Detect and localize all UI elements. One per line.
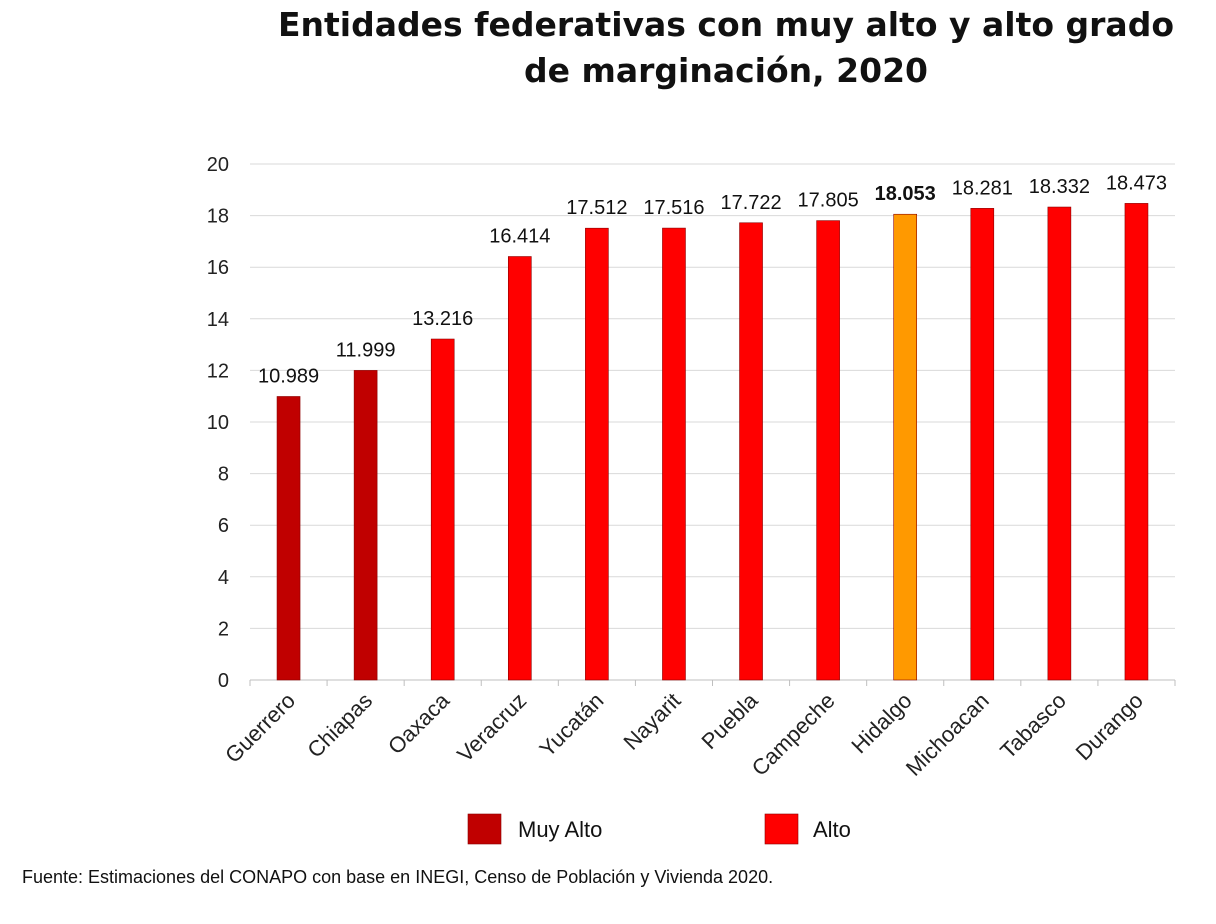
data-label: 10.989 bbox=[258, 365, 319, 387]
bar bbox=[662, 227, 686, 681]
y-tick-label: 8 bbox=[218, 464, 229, 486]
chart-title-line-1: Entidades federativas con muy alto y alt… bbox=[277, 5, 1174, 44]
x-tick-label: Nayarit bbox=[619, 688, 686, 755]
data-label: 17.512 bbox=[566, 197, 627, 219]
y-tick-label: 2 bbox=[218, 618, 229, 640]
legend-label: Alto bbox=[813, 817, 851, 842]
y-tick-label: 10 bbox=[207, 412, 229, 434]
bar bbox=[739, 222, 763, 681]
bar bbox=[276, 396, 301, 681]
data-label: 18.053 bbox=[875, 183, 936, 205]
data-label: 13.216 bbox=[412, 308, 473, 330]
data-label: 17.805 bbox=[798, 190, 859, 212]
bar bbox=[970, 208, 995, 681]
source-note: Fuente: Estimaciones del CONAPO con base… bbox=[22, 867, 774, 887]
x-tick-label: Oaxaca bbox=[383, 687, 455, 759]
legend-label: Muy Alto bbox=[518, 817, 602, 842]
data-label: 18.473 bbox=[1106, 172, 1167, 194]
chart-title: Entidades federativas con muy alto y alt… bbox=[226, 2, 1216, 94]
data-label: 18.281 bbox=[952, 177, 1013, 199]
x-tick-label: Chiapas bbox=[302, 688, 377, 763]
y-tick-label: 6 bbox=[218, 515, 229, 537]
legend-swatch bbox=[764, 813, 799, 845]
chart-title-line-2: de marginación, 2020 bbox=[523, 51, 929, 90]
legend-swatch bbox=[467, 813, 502, 845]
y-tick-label: 16 bbox=[207, 257, 229, 279]
x-tick-label: Puebla bbox=[696, 687, 763, 754]
x-tick-label: Durango bbox=[1071, 688, 1148, 765]
data-label: 18.332 bbox=[1029, 176, 1090, 198]
bar bbox=[816, 220, 840, 681]
y-tick-label: 4 bbox=[218, 567, 229, 589]
bar bbox=[893, 213, 918, 681]
bar bbox=[1047, 206, 1072, 681]
x-tick-label: Michoacan bbox=[901, 688, 994, 781]
x-tick-label: Yucatán bbox=[535, 688, 609, 762]
data-label: 11.999 bbox=[336, 339, 396, 361]
y-tick-label: 20 bbox=[207, 154, 229, 176]
x-tick-label: Veracruz bbox=[452, 688, 531, 767]
x-tick-label: Tabasco bbox=[995, 688, 1071, 764]
data-label: 16.414 bbox=[489, 226, 550, 248]
bar bbox=[585, 227, 609, 681]
y-tick-label: 14 bbox=[207, 309, 229, 331]
bar bbox=[430, 338, 455, 681]
y-tick-label: 0 bbox=[218, 670, 229, 692]
data-label: 17.722 bbox=[720, 192, 781, 214]
x-tick-label: Campeche bbox=[747, 688, 840, 781]
data-label: 17.516 bbox=[643, 197, 704, 219]
y-tick-label: 12 bbox=[207, 360, 229, 382]
bar bbox=[507, 256, 532, 681]
bar bbox=[1124, 203, 1149, 681]
y-tick-label: 18 bbox=[207, 206, 229, 228]
x-tick-label: Guerrero bbox=[220, 688, 300, 768]
x-tick-label: Hidalgo bbox=[846, 688, 916, 758]
bar bbox=[353, 370, 378, 681]
